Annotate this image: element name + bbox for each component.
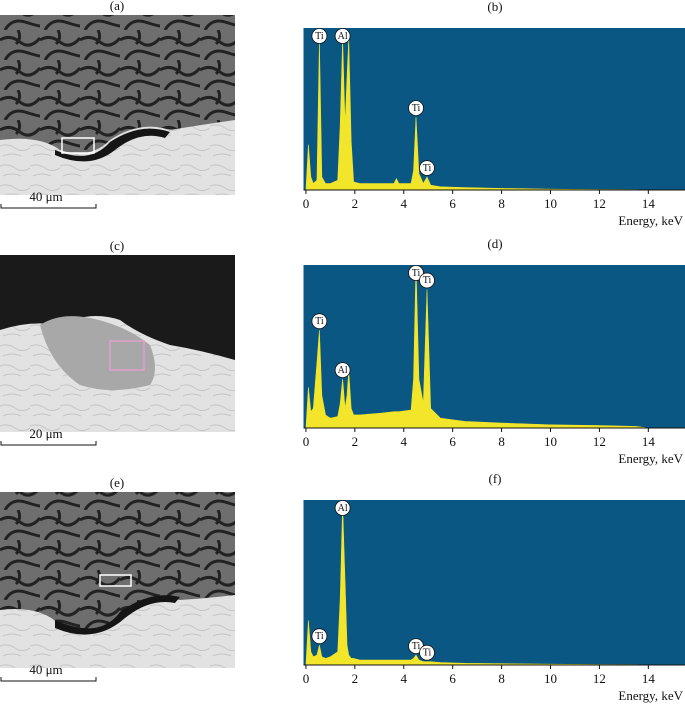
panel-label: (b): [487, 0, 502, 14]
scale-bar: [1, 204, 96, 208]
x-axis-label: Energy, keV: [618, 688, 683, 703]
x-tick-label: 4: [401, 434, 408, 449]
x-tick-label: 4: [401, 196, 408, 211]
x-tick-label: 6: [449, 671, 456, 686]
sem-image: [0, 492, 235, 668]
x-tick-label: 10: [544, 196, 557, 211]
plot-background: [304, 500, 685, 665]
scale-bar-label: 20 μm: [29, 426, 62, 441]
peak-label: Al: [338, 31, 348, 42]
scale-bar: [1, 677, 96, 681]
peak-label: Ti: [423, 163, 432, 174]
sem-image: [0, 255, 235, 432]
x-tick-label: 14: [642, 671, 656, 686]
peak-label: Al: [338, 503, 348, 514]
x-tick-label: 14: [642, 434, 656, 449]
peak-label: Al: [338, 365, 348, 376]
x-tick-label: 12: [593, 671, 606, 686]
x-tick-label: 8: [498, 196, 505, 211]
x-axis-label: Energy, keV: [618, 451, 683, 466]
x-tick-label: 10: [544, 671, 557, 686]
x-tick-label: 8: [498, 671, 505, 686]
x-tick-label: 10: [544, 434, 557, 449]
panel-label: (a): [110, 0, 124, 13]
x-tick-label: 14: [642, 196, 656, 211]
x-tick-label: 2: [352, 196, 359, 211]
plot-background: [304, 265, 685, 428]
x-tick-label: 2: [352, 671, 359, 686]
peak-label: Ti: [315, 631, 324, 642]
panel-label: (d): [487, 236, 502, 251]
x-tick-label: 6: [449, 196, 456, 211]
x-tick-label: 0: [303, 434, 310, 449]
x-tick-label: 12: [593, 434, 606, 449]
x-tick-label: 12: [593, 196, 606, 211]
peak-label: Ti: [315, 316, 324, 327]
sem-image: [0, 15, 235, 195]
x-axis-label: Energy, keV: [618, 213, 683, 228]
x-tick-label: 8: [498, 434, 505, 449]
peak-label: Ti: [412, 641, 421, 652]
panel-label: (f): [489, 471, 502, 486]
plot-background: [304, 28, 685, 190]
peak-label: Ti: [315, 31, 324, 42]
panel-label: (c): [110, 238, 124, 253]
scale-bar-label: 40 μm: [29, 189, 62, 204]
peak-label: Ti: [412, 103, 421, 114]
x-tick-label: 0: [303, 196, 310, 211]
x-tick-label: 6: [449, 434, 456, 449]
x-tick-label: 2: [352, 434, 359, 449]
panel-label: (e): [110, 475, 124, 490]
peak-label: Ti: [412, 268, 421, 279]
x-tick-label: 4: [401, 671, 408, 686]
peak-label: Ti: [423, 275, 432, 286]
scale-bar-label: 40 μm: [29, 662, 62, 677]
x-tick-label: 0: [303, 671, 310, 686]
scale-bar: [1, 441, 96, 445]
peak-label: Ti: [423, 647, 432, 658]
